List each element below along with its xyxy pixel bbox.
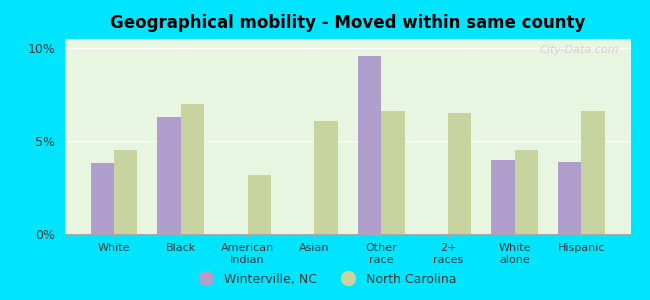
Bar	[515, 150, 538, 234]
Bar	[381, 111, 404, 234]
Title: Geographical mobility - Moved within same county: Geographical mobility - Moved within sam…	[110, 14, 586, 32]
Bar	[248, 175, 271, 234]
Bar	[315, 121, 338, 234]
Bar	[181, 104, 204, 234]
Bar	[91, 164, 114, 234]
Bar	[114, 150, 137, 234]
Bar	[491, 160, 515, 234]
Bar	[558, 162, 582, 234]
Bar	[157, 117, 181, 234]
Bar	[358, 56, 381, 234]
Bar	[582, 111, 604, 234]
Bar	[448, 113, 471, 234]
Text: City-Data.com: City-Data.com	[540, 45, 619, 55]
Legend: Winterville, NC, North Carolina: Winterville, NC, North Carolina	[189, 268, 461, 291]
